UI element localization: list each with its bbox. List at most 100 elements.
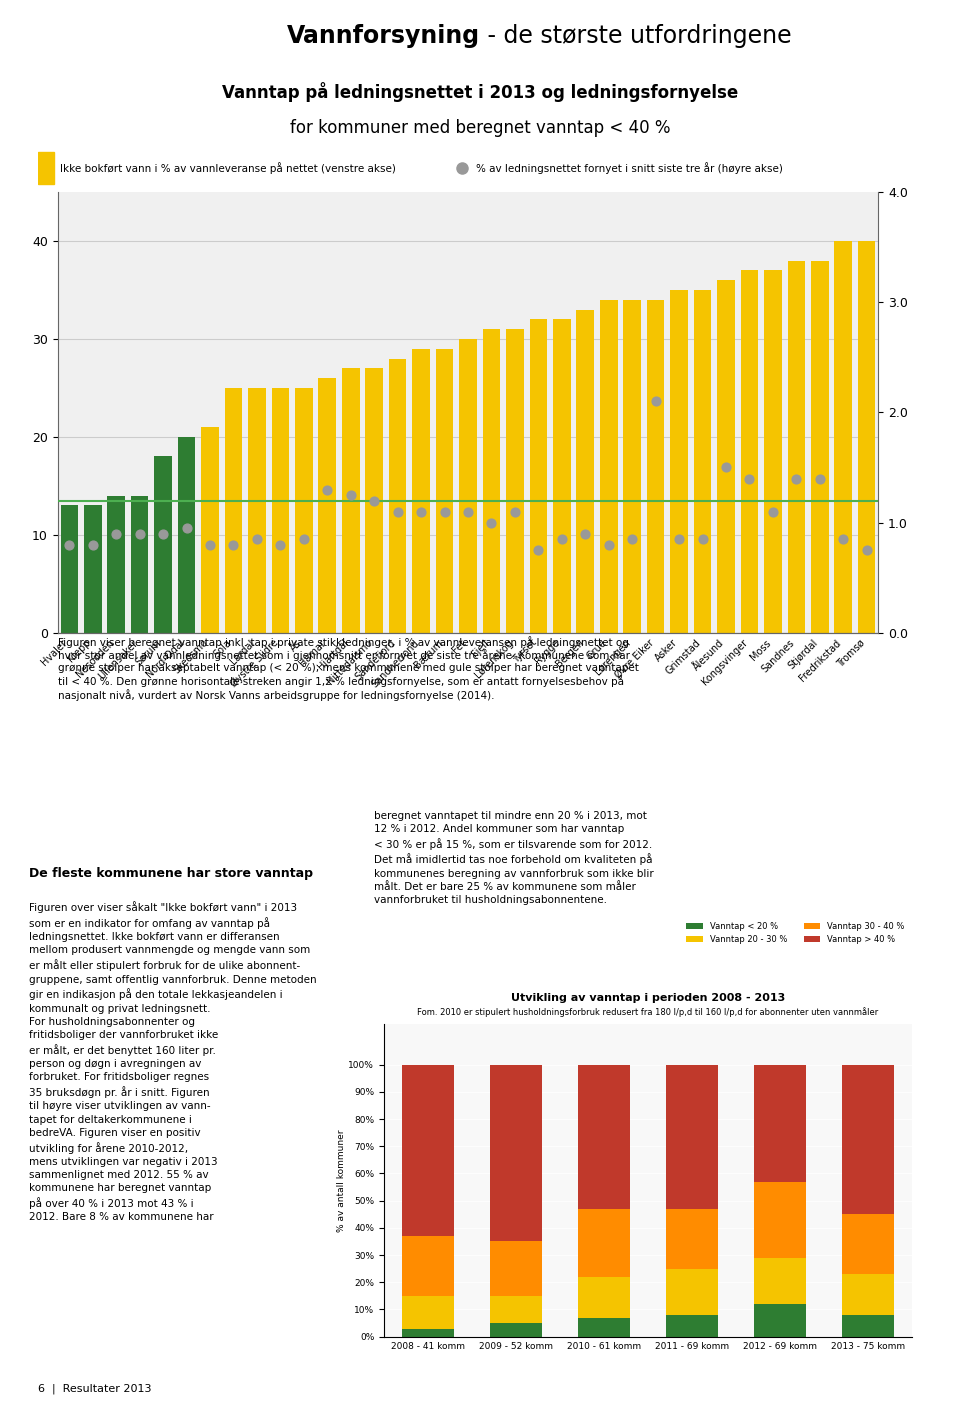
- Text: 6  |  Resultater 2013: 6 | Resultater 2013: [38, 1384, 152, 1394]
- Point: [695, 528, 710, 550]
- Point: [624, 528, 639, 550]
- Bar: [842, 1315, 895, 1337]
- Bar: [38, 152, 55, 183]
- Bar: [717, 280, 734, 633]
- Bar: [578, 1065, 631, 1209]
- Point: [835, 528, 851, 550]
- Bar: [834, 240, 852, 633]
- Point: [226, 533, 241, 556]
- Point: [273, 533, 288, 556]
- Point: [507, 501, 522, 523]
- Text: Fom. 2010 er stipulert husholdningsforbruk redusert fra 180 l/p,d til 160 l/p,d : Fom. 2010 er stipulert husholdningsforbr…: [418, 1007, 878, 1017]
- Bar: [401, 1328, 454, 1337]
- Bar: [490, 1322, 542, 1337]
- Bar: [366, 368, 383, 633]
- Point: [390, 501, 405, 523]
- Bar: [623, 300, 641, 633]
- Bar: [401, 1065, 454, 1236]
- Text: - de største utfordringene: - de største utfordringene: [480, 24, 792, 47]
- Bar: [178, 437, 196, 633]
- Bar: [754, 1182, 806, 1258]
- Bar: [84, 505, 102, 633]
- Point: [718, 456, 733, 479]
- Bar: [578, 1277, 631, 1318]
- Bar: [342, 368, 360, 633]
- Bar: [401, 1295, 454, 1328]
- Bar: [530, 320, 547, 633]
- Text: Ikke bokført vann i % av vannleveranse på nettet (venstre akse): Ikke bokført vann i % av vannleveranse p…: [60, 162, 396, 173]
- Point: [765, 501, 780, 523]
- Point: [296, 528, 311, 550]
- Text: % av ledningsnettet fornyet i snitt siste tre år (høyre akse): % av ledningsnettet fornyet i snitt sist…: [475, 162, 782, 173]
- Bar: [764, 270, 781, 633]
- Bar: [490, 1065, 542, 1241]
- Point: [367, 489, 382, 512]
- Text: beregnet vanntapet til mindre enn 20 % i 2013, mot
12 % i 2012. Andel kommuner s: beregnet vanntapet til mindre enn 20 % i…: [374, 811, 654, 904]
- Text: Vannforsyning: Vannforsyning: [287, 24, 480, 47]
- Bar: [412, 348, 430, 633]
- Point: [554, 528, 569, 550]
- Bar: [319, 378, 336, 633]
- Point: [437, 501, 452, 523]
- Bar: [842, 1065, 895, 1214]
- Bar: [754, 1258, 806, 1304]
- Bar: [842, 1274, 895, 1315]
- Bar: [401, 1236, 454, 1295]
- Bar: [506, 328, 524, 633]
- Bar: [553, 320, 570, 633]
- Bar: [483, 328, 500, 633]
- Bar: [490, 1295, 542, 1322]
- Point: [156, 522, 171, 545]
- Text: Figuren over viser såkalt "Ikke bokført vann" i 2013
som er en indikator for omf: Figuren over viser såkalt "Ikke bokført …: [29, 902, 317, 1223]
- Bar: [155, 456, 172, 633]
- Text: De fleste kommunene har store vanntap: De fleste kommunene har store vanntap: [29, 867, 313, 880]
- Point: [671, 528, 686, 550]
- Bar: [694, 290, 711, 633]
- Point: [859, 539, 875, 562]
- Bar: [202, 427, 219, 633]
- Point: [85, 533, 101, 556]
- Bar: [665, 1209, 718, 1268]
- Bar: [295, 388, 313, 633]
- Bar: [811, 260, 828, 633]
- Point: [742, 466, 757, 489]
- Bar: [436, 348, 453, 633]
- Legend: Vanntap < 20 %, Vanntap 20 - 30 %, Vanntap 30 - 40 %, Vanntap > 40 %: Vanntap < 20 %, Vanntap 20 - 30 %, Vannt…: [684, 919, 908, 947]
- Bar: [248, 388, 266, 633]
- Bar: [225, 388, 242, 633]
- Bar: [665, 1065, 718, 1209]
- Point: [61, 533, 77, 556]
- Text: for kommuner med beregnet vanntap < 40 %: for kommuner med beregnet vanntap < 40 %: [290, 119, 670, 137]
- Bar: [272, 388, 289, 633]
- Bar: [578, 1318, 631, 1337]
- Point: [179, 516, 194, 539]
- Point: [484, 512, 499, 535]
- Bar: [108, 496, 125, 633]
- Bar: [842, 1214, 895, 1274]
- Text: Vanntap på ledningsnettet i 2013 og ledningsfornyelse: Vanntap på ledningsnettet i 2013 og ledn…: [222, 82, 738, 102]
- Text: Utvikling av vanntap i perioden 2008 - 2013: Utvikling av vanntap i perioden 2008 - 2…: [511, 993, 785, 1003]
- Text: Figuren viser beregnet vanntap inkl. tap i private stikkledninger, i % av vannle: Figuren viser beregnet vanntap inkl. tap…: [58, 636, 638, 701]
- Bar: [670, 290, 688, 633]
- Bar: [787, 260, 805, 633]
- Point: [203, 533, 218, 556]
- Bar: [576, 310, 594, 633]
- Bar: [665, 1315, 718, 1337]
- Bar: [578, 1209, 631, 1277]
- Bar: [754, 1065, 806, 1182]
- Point: [132, 522, 148, 545]
- Bar: [131, 496, 149, 633]
- Bar: [858, 240, 876, 633]
- Bar: [459, 338, 477, 633]
- Bar: [60, 505, 78, 633]
- Bar: [740, 270, 758, 633]
- Point: [531, 539, 546, 562]
- Point: [250, 528, 265, 550]
- Y-axis label: % av antall kommuner: % av antall kommuner: [337, 1129, 346, 1231]
- Point: [601, 533, 616, 556]
- Bar: [665, 1268, 718, 1315]
- Point: [461, 501, 476, 523]
- Point: [648, 390, 663, 412]
- Bar: [647, 300, 664, 633]
- Bar: [389, 358, 406, 633]
